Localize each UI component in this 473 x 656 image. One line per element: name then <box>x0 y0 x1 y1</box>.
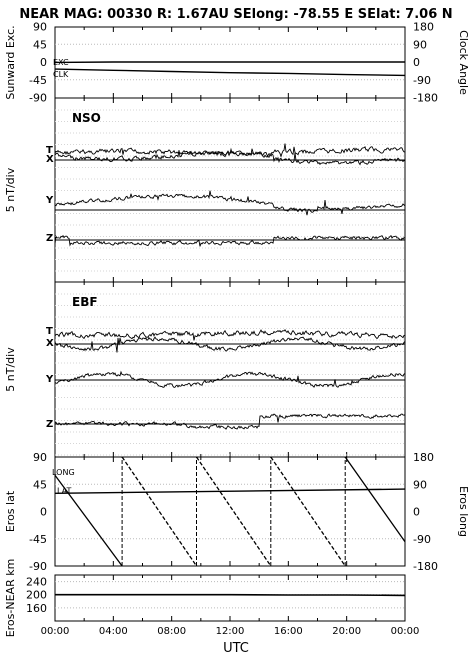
series-long-segment <box>121 456 198 567</box>
panel-frame-2 <box>54 281 406 458</box>
annotation-long: LONG <box>52 468 75 477</box>
x-tick-label: 16:00 <box>274 626 303 637</box>
x-tick-label: 12:00 <box>216 626 245 637</box>
y-tick-label-right: -180 <box>413 92 438 105</box>
trace-z <box>54 413 406 430</box>
y-axis-label-right: Eros long <box>457 486 470 537</box>
x-tick-label: 04:00 <box>99 626 128 637</box>
y-axis-label-right: Clock Angle <box>457 30 470 95</box>
trace-label-z: Z <box>46 233 53 244</box>
x-tick-label: 20:00 <box>332 626 361 637</box>
y-tick-label-right: 0 <box>413 506 420 519</box>
x-tick-label: 00:00 <box>41 626 70 637</box>
trace-y <box>54 190 406 216</box>
panel-label-nso: NSO <box>72 111 101 125</box>
annotation-lat: LAT <box>57 486 71 495</box>
data-traces <box>54 61 406 597</box>
y-tick-label: 200 <box>26 589 47 602</box>
series-long-segment <box>344 456 406 543</box>
y-axis-label: 5 nT/div <box>4 347 17 392</box>
series-clk-line <box>54 68 406 77</box>
series-long-segment <box>270 456 346 567</box>
y-axis-label-left: Eros lat <box>4 490 17 532</box>
axis-labels: 00:00 04:00 08:00 12:00 16:00 20:00 00:00 90 180… <box>4 21 470 638</box>
series-range-line <box>55 593 406 597</box>
y-tick-label-left: -45 <box>29 74 47 87</box>
y-tick-label-left: 45 <box>33 478 47 491</box>
y-tick-label-left: -45 <box>29 533 47 546</box>
y-axis-label-left: Sunward Exc. <box>4 25 17 99</box>
trace-z <box>54 234 406 247</box>
panel-frames <box>54 26 406 622</box>
trace-label-x: X <box>46 154 54 165</box>
y-tick-label-right: -90 <box>413 74 431 87</box>
trace-y <box>54 370 406 388</box>
trace-label-x: X <box>46 338 54 349</box>
panel-frame-3 <box>54 456 406 567</box>
series-long-segment <box>54 474 123 567</box>
trace-label-y: Y <box>45 374 54 385</box>
y-tick-label-left: 0 <box>40 56 47 69</box>
y-tick-label-right: 0 <box>413 56 420 69</box>
y-tick-label: 240 <box>26 576 47 589</box>
y-tick-label-right: 180 <box>413 21 434 34</box>
panel-label-ebf: EBF <box>72 295 98 309</box>
plot-title: NEAR MAG: 00330 R: 1.67AU SElong: -78.55… <box>19 7 452 22</box>
trace-x <box>54 148 406 166</box>
y-tick-label-right: 90 <box>413 38 427 51</box>
y-axis-label: 5 nT/div <box>4 167 17 212</box>
x-axis-label: UTC <box>223 641 249 656</box>
y-tick-label-left: 90 <box>33 451 47 464</box>
x-tick-label: 08:00 <box>157 626 186 637</box>
trace-x <box>54 336 406 353</box>
trace-label-z: Z <box>46 419 53 430</box>
y-tick-label-left: 45 <box>33 38 47 51</box>
y-tick-label-right: -90 <box>413 533 431 546</box>
series-lat-line <box>54 488 406 494</box>
trace-label-t: T <box>46 326 53 337</box>
x-tick-label: 00:00 <box>391 626 420 637</box>
y-tick-label-left: -90 <box>29 560 47 573</box>
trace-t <box>54 143 406 159</box>
annotation-clk: CLK <box>53 70 69 79</box>
series-long-segment <box>195 456 272 567</box>
trace-label-y: Y <box>45 195 54 206</box>
y-tick-label-right: 90 <box>413 478 427 491</box>
y-tick-label: 160 <box>26 602 47 615</box>
trace-t <box>54 329 406 341</box>
trace-label-t: T <box>46 145 53 156</box>
gridlines <box>55 43 405 609</box>
y-tick-label-left: -90 <box>29 92 47 105</box>
y-axis-label: Eros-NEAR km <box>4 559 17 638</box>
y-tick-label-left: 90 <box>33 21 47 34</box>
y-tick-label-right: -180 <box>413 560 438 573</box>
y-tick-label-left: 0 <box>40 506 47 519</box>
y-tick-label-right: 180 <box>413 451 434 464</box>
